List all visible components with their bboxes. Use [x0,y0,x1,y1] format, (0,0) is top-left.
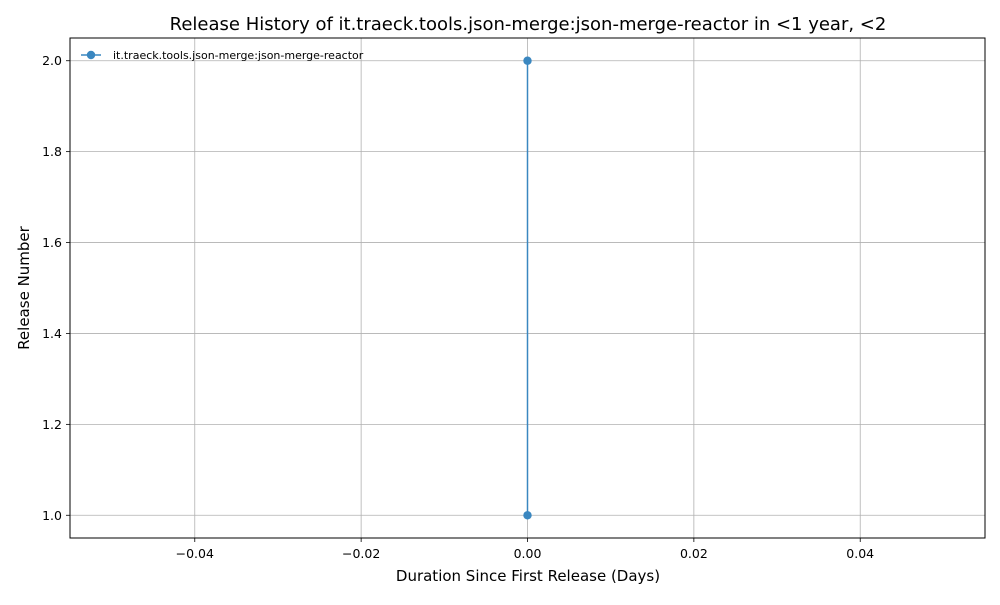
chart-title: Release History of it.traeck.tools.json-… [170,14,887,35]
y-tick-label: 1.0 [42,508,62,523]
x-tick-label: −0.02 [342,546,380,561]
legend: it.traeck.tools.json-merge:json-merge-re… [81,49,364,62]
x-tick-label: 0.04 [846,546,874,561]
data-point-marker [523,56,532,65]
plot-series [523,56,532,520]
x-tick-label: 0.02 [680,546,708,561]
legend-marker-swatch [86,50,96,60]
y-tick-label: 2.0 [42,53,62,68]
x-tick-label: 0.00 [514,546,542,561]
data-point-marker [523,511,532,520]
x-tick-label: −0.04 [176,546,214,561]
axis-ticks: −0.04 −0.02 0.00 0.02 0.04 1.0 1.2 1.4 1.6 1.8 2.0 [42,53,874,561]
y-tick-label: 1.6 [42,235,62,250]
y-tick-label: 1.8 [42,144,62,159]
legend-entry-label: it.traeck.tools.json-merge:json-merge-re… [113,49,364,62]
x-axis-label: Duration Since First Release (Days) [396,567,660,585]
y-tick-label: 1.4 [42,326,62,341]
y-tick-label: 1.2 [42,417,62,432]
y-axis-label: Release Number [15,225,33,349]
